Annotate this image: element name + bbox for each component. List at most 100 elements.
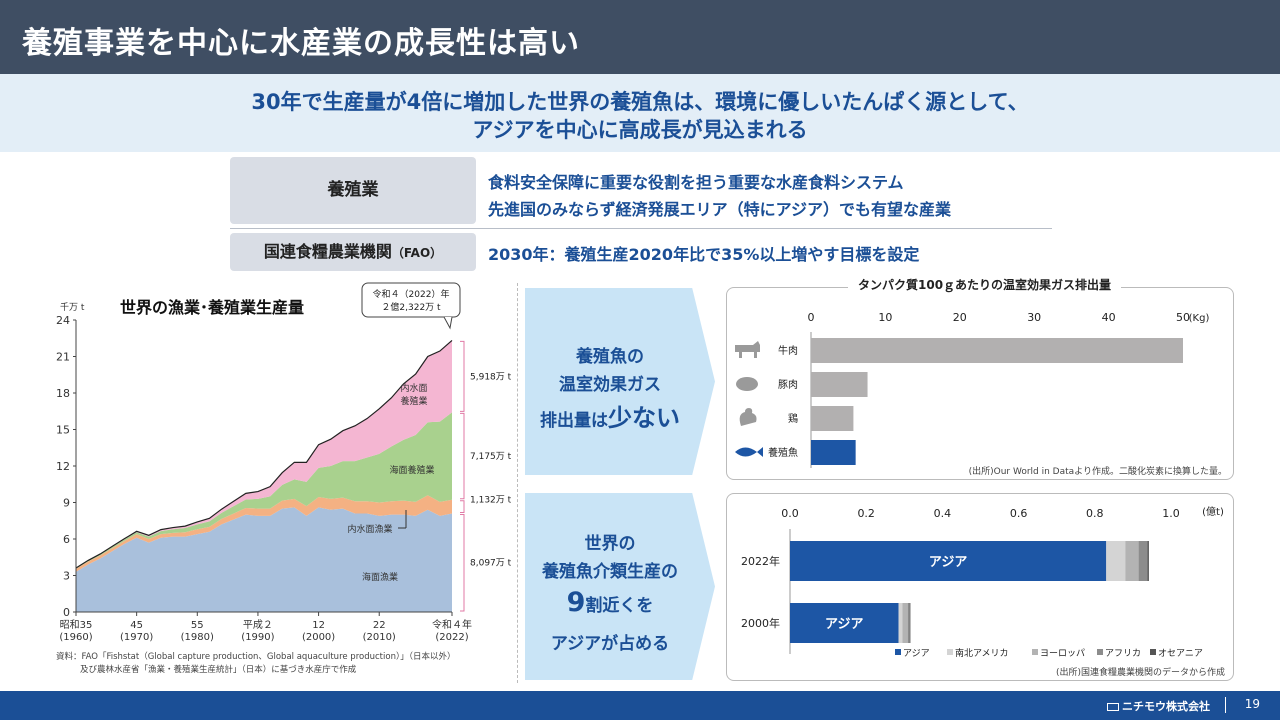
series-bracket [460,500,465,513]
series-bracket [460,412,465,500]
area-series-1 [76,507,452,612]
x-tick-sublabel: (2010) [363,632,396,643]
y-tick-label: 15 [56,424,70,437]
company-logo-icon [1107,703,1119,711]
total-callout-line-1: 令和４（2022）年 [373,288,450,300]
title-bar: 養殖事業を中心に水産業の成長性は高い [0,0,1280,74]
share-x-tick-label: 0.8 [1086,507,1104,520]
legend-label: アジア [903,649,930,659]
x-tick-label: 平成２ [243,619,273,631]
x-tick-sublabel: (2000) [302,632,335,643]
asia-callout-line-2: 養殖魚介類生産の [542,562,678,582]
aquaculture-desc-1: 食料安全保障に重要な役割を担う重要な水産食料システム [488,173,904,192]
x-tick-sublabel: (2022) [435,632,468,643]
ghg-callout-line-3a: 排出量は [540,411,608,431]
share-x-tick-label: 0.2 [857,507,875,520]
share-bar-segment [907,603,910,643]
total-callout-line-2: ２億2,322万 t [381,301,441,313]
share-bar-segment [1106,541,1126,581]
share-note: (出所)国連食糧農業機関のデータから作成 [1056,666,1225,678]
series-total-label: 7,175万 t [470,452,512,462]
ghg-note: (出所)Our World in Dataより作成。二酸化炭素に換算した量。 [969,465,1227,477]
footer: ニチモウ株式会社 19 [0,691,1280,720]
total-callout-box [361,282,461,318]
ghg-category-label: 鶏 [788,412,798,425]
share-bar-segment [1125,541,1139,581]
x-tick-label: 22 [373,620,386,631]
aquaculture-desc-2: 先進国のみならず経済発展エリア（特にアジア）でも有望な産業 [488,200,952,219]
ghg-x-tick-label: 10 [878,311,892,324]
share-bar-segment [1147,541,1149,581]
ghg-callout-line-3b: 少ない [608,404,680,432]
share-x-tick-label: 1.0 [1162,507,1180,520]
footer-separator [1225,697,1226,713]
x-tick-sublabel: (1990) [241,632,274,643]
legend-swatch [1032,649,1038,655]
share-x-tick-label: 0.6 [1010,507,1028,520]
ghg-callout-line-2: 温室効果ガス [559,375,661,395]
ghg-bar-3 [811,406,854,431]
subtitle-line-2: アジアを中心に高成長が見込まれる [472,118,808,142]
area-label-marine-aqua: 海面養殖業 [389,464,434,476]
share-category-label: 2000年 [741,616,780,630]
y-axis-unit: 千万 t [60,302,85,313]
series-total-label: 5,918万 t [470,372,512,382]
series-bracket [460,513,465,612]
series-total-label: 8,097万 t [470,559,512,569]
area-label-inland-aqua-2: 養殖業 [400,395,427,407]
ghg-bar-1 [811,338,1183,363]
legend-label: オセアニア [1158,648,1203,659]
fao-label: 国連食糧農業機関（FAO） [230,233,476,271]
y-tick-label: 12 [56,460,70,473]
y-tick-label: 3 [63,570,70,583]
area-series-3 [76,412,452,569]
share-bar-label: アジア [929,555,967,570]
legend-swatch [1097,649,1103,655]
y-tick-label: 0 [63,606,70,619]
ghg-category-label: 豚肉 [778,378,798,391]
y-tick-label: 6 [63,533,70,546]
series-bracket [460,340,465,412]
ghg-callout-line-3: 排出量は少ない [525,398,695,433]
y-tick-label: 18 [56,387,70,400]
ghg-category-label: 牛肉 [778,344,798,357]
x-tick-sublabel: (1960) [59,632,92,643]
info-divider [230,228,1052,229]
ghg-bar-4 [811,440,856,465]
ghg-x-tick-label: 20 [953,311,967,324]
ghg-bar-2 [811,372,868,397]
total-callout-pointer [443,316,453,330]
legend-label: ヨーロッパ [1040,648,1085,659]
ghg-chart-title: タンパク質100ｇあたりの温室効果ガス排出量 [848,276,1122,293]
x-tick-label: 12 [312,620,325,631]
legend-swatch [1150,649,1156,655]
ghg-panel: 0 10 20 30 40 50 (Kg) 牛肉 豚肉鶏養殖魚 (出所)Our World in … [726,287,1234,480]
ghg-x-tick-label: 40 [1102,311,1116,324]
source-line-2: 及び農林水産省「漁業・養殖業生産統計」（日本）に基づき水産庁で作成 [80,664,357,675]
ghg-category-label: 養殖魚 [768,446,798,459]
x-tick-label: 令和４年 [432,618,472,631]
asia-callout-line-1: 世界の [584,534,636,554]
source-line-1: 資料：FAO「Fishstat（Global capture productio… [56,651,455,662]
ghg-x-tick-label: 50 [1176,311,1190,324]
share-bar-segment [790,541,1107,581]
asia-callout: 世界の 養殖魚介類生産の 9割近くを アジアが占める [525,493,715,680]
x-tick-label: 55 [191,620,204,631]
share-bar-segment [898,603,903,643]
area-label-marine-fishing: 海面漁業 [362,571,398,583]
share-x-tick-label: 0.0 [781,507,799,520]
pig-icon [736,377,758,391]
subtitle-line-1: 30年で生産量が4倍に増加した世界の養殖魚は、環境に優しいたんぱく源として、 [251,90,1029,114]
subtitle-band: 30年で生産量が4倍に増加した世界の養殖魚は、環境に優しいたんぱく源として、 ア… [0,74,1280,152]
vertical-divider [517,283,518,683]
ghg-x-tick-label: 0 [808,311,815,324]
y-tick-label: 24 [56,314,70,327]
y-tick-label: 9 [63,497,70,510]
ghg-callout: 養殖魚の 温室効果ガス 排出量は少ない [525,288,715,475]
area-series-2 [76,495,452,572]
legend-label: アフリカ [1105,648,1141,659]
total-line [75,339,453,569]
share-category-label: 2022年 [741,554,780,568]
